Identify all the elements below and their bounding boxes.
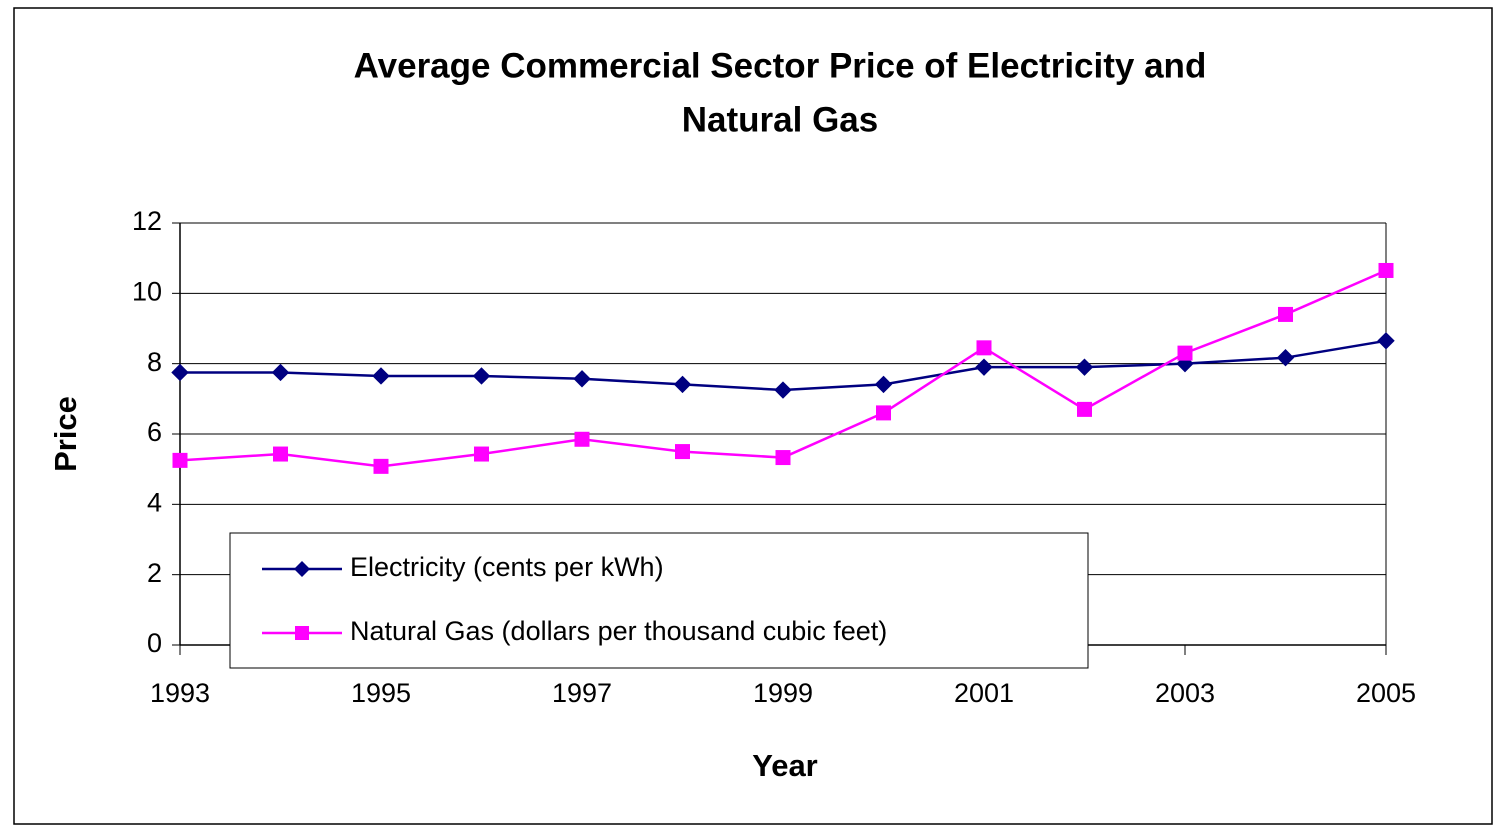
chart-title: Natural Gas [682, 100, 878, 139]
y-tick-label: 8 [147, 347, 162, 377]
marker [1075, 358, 1094, 376]
marker [876, 405, 891, 421]
x-tick-label: 1993 [150, 678, 210, 708]
marker [172, 452, 188, 468]
legend-label: Electricity (cents per kWh) [350, 552, 664, 582]
marker [171, 363, 189, 382]
marker [1276, 348, 1295, 367]
marker [573, 370, 591, 388]
legend-box [229, 532, 1089, 669]
legend-label: Natural Gas (dollars per thousand cubic … [350, 616, 887, 646]
y-axis-title: Price [48, 396, 83, 472]
x-tick-label: 1999 [753, 678, 813, 708]
marker [271, 363, 290, 382]
x-tick-label: 2001 [954, 678, 1014, 708]
marker [372, 367, 390, 385]
marker [774, 381, 792, 399]
chart-title: Average Commercial Sector Price of Elect… [354, 46, 1207, 85]
y-tick-label: 10 [132, 276, 162, 306]
y-tick-label: 2 [147, 558, 162, 588]
legend-marker [295, 626, 309, 640]
marker [474, 446, 489, 462]
x-tick-label: 2003 [1155, 678, 1215, 708]
marker [976, 340, 992, 356]
marker [1278, 306, 1293, 322]
marker [1177, 345, 1193, 361]
x-tick-label: 2005 [1356, 678, 1416, 708]
marker [273, 446, 288, 462]
y-tick-label: 6 [147, 417, 162, 447]
marker [673, 375, 692, 394]
y-tick-label: 12 [132, 206, 162, 236]
marker [574, 431, 590, 447]
marker [1378, 262, 1394, 278]
marker [675, 444, 690, 460]
chart-frame [13, 7, 1493, 825]
marker [874, 375, 893, 394]
x-axis-title: Year [752, 748, 818, 783]
legend-marker [294, 561, 310, 577]
marker [472, 367, 491, 385]
marker [975, 358, 993, 376]
x-tick-label: 1997 [552, 678, 612, 708]
marker [775, 450, 791, 466]
marker [1077, 401, 1092, 417]
y-tick-label: 4 [147, 487, 162, 517]
marker [373, 458, 389, 474]
y-tick-label: 0 [147, 628, 162, 658]
marker [1377, 332, 1395, 350]
x-tick-label: 1995 [351, 678, 411, 708]
